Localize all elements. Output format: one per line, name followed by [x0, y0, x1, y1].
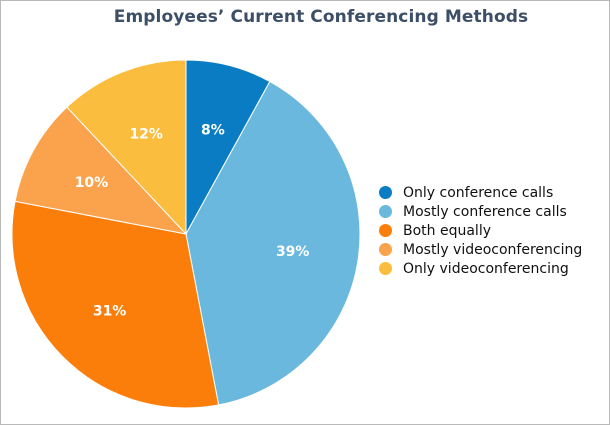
legend-item-3: Both equally: [379, 221, 582, 240]
slice-label-5: 12%: [129, 127, 163, 143]
legend-swatch: [379, 262, 392, 275]
slice-label-3: 31%: [93, 303, 127, 319]
pie-slice-3: [11, 200, 220, 409]
slice-label-4: 10%: [75, 175, 109, 191]
legend-item-5: Only videoconferencing: [379, 259, 582, 278]
legend-item-2: Mostly conference calls: [379, 202, 582, 221]
pie-slice-4: [14, 106, 188, 235]
legend-label: Only conference calls: [403, 184, 554, 201]
pie-slice-2: [185, 80, 361, 406]
legend-swatch: [379, 224, 392, 237]
pie-slice-5: [66, 59, 187, 236]
legend-item-1: Only conference calls: [379, 183, 582, 202]
legend-swatch: [379, 243, 392, 256]
legend-item-4: Mostly videoconferencing: [379, 240, 582, 259]
legend-label: Only videoconferencing: [403, 260, 569, 277]
legend-label: Mostly conference calls: [403, 203, 567, 220]
chart-title: Employees’ Current Conferencing Methods: [113, 7, 529, 27]
legend-label: Mostly videoconferencing: [403, 241, 583, 258]
legend-label: Both equally: [403, 222, 491, 239]
legend-swatch: [379, 186, 392, 199]
legend-swatch: [379, 205, 392, 218]
slice-label-2: 39%: [276, 244, 310, 260]
chart-legend: Only conference calls Mostly conference c…: [379, 183, 582, 278]
slice-label-1: 8%: [201, 122, 225, 138]
